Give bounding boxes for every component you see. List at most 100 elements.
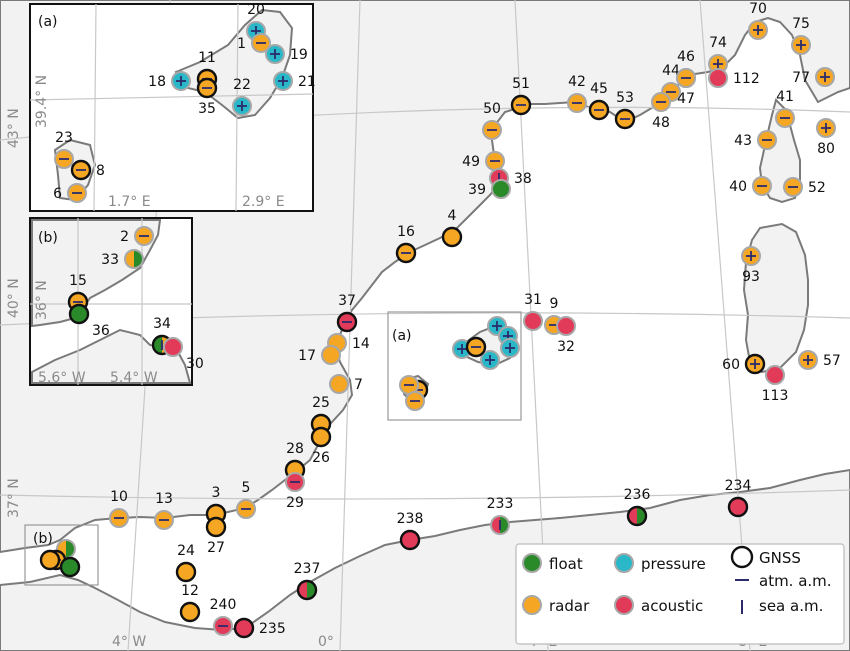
station-label: 39 bbox=[468, 182, 486, 198]
legend-radar: radar bbox=[522, 595, 590, 615]
station-marker bbox=[441, 226, 463, 248]
marker-circle bbox=[310, 426, 332, 448]
station-label: 45 bbox=[590, 81, 608, 97]
station-marker bbox=[614, 108, 636, 130]
station-label: 49 bbox=[462, 154, 480, 170]
marker-circle bbox=[59, 556, 81, 578]
station-marker bbox=[68, 303, 90, 325]
marker-circle bbox=[329, 374, 349, 394]
marker-circle bbox=[727, 496, 749, 518]
station-marker bbox=[741, 246, 761, 266]
station-label: 22 bbox=[233, 77, 251, 93]
inset-b-panel: (b) 36° N 5.6° W 5.4° W 233 15 36 34 30 bbox=[29, 217, 204, 386]
legend-float: float bbox=[522, 553, 583, 573]
station-label: 52 bbox=[808, 180, 826, 196]
station-label: 14 bbox=[352, 336, 370, 352]
lat-label-40: 40° N bbox=[6, 278, 22, 318]
inset-b-box-label: (b) bbox=[33, 531, 53, 547]
station-label: 43 bbox=[734, 133, 752, 149]
station-marker bbox=[171, 71, 191, 91]
marker-circle bbox=[39, 549, 61, 571]
legend-radar-swatch bbox=[522, 595, 542, 615]
station-marker bbox=[265, 44, 285, 64]
station-marker bbox=[783, 177, 803, 197]
station-label: 1 bbox=[237, 36, 246, 52]
station-marker bbox=[510, 94, 532, 116]
station-label: 57 bbox=[823, 353, 841, 369]
station-marker bbox=[775, 108, 795, 128]
marker-circle bbox=[441, 226, 463, 248]
station-marker bbox=[124, 249, 144, 269]
station-label: 46 bbox=[677, 49, 695, 65]
legend-gnss: GNSS bbox=[730, 545, 801, 569]
legend-float-swatch bbox=[522, 553, 542, 573]
legend-pressure-label: pressure bbox=[641, 555, 706, 573]
marker-circle bbox=[556, 316, 576, 336]
station-marker bbox=[59, 556, 81, 578]
station-marker bbox=[285, 472, 305, 492]
station-marker bbox=[744, 353, 766, 375]
station-label: 20 bbox=[247, 2, 265, 18]
inset-b-lat-label: 36° N bbox=[34, 280, 50, 320]
station-label: 23 bbox=[55, 130, 73, 146]
station-label: 3 bbox=[212, 485, 221, 501]
station-marker bbox=[296, 579, 318, 601]
station-marker bbox=[490, 515, 510, 535]
legend-pressure-swatch bbox=[614, 553, 634, 573]
station-marker bbox=[748, 20, 768, 40]
station-label: 19 bbox=[290, 47, 308, 63]
inset-b-iberia bbox=[31, 219, 162, 328]
station-marker bbox=[708, 68, 728, 88]
inset-a-box bbox=[387, 311, 522, 421]
station-marker bbox=[405, 391, 425, 411]
station-label: 17 bbox=[298, 348, 316, 364]
station-label: 77 bbox=[792, 70, 810, 86]
station-label: 11 bbox=[198, 50, 216, 66]
station-label: 75 bbox=[792, 16, 810, 32]
legend-float-label: float bbox=[549, 555, 583, 573]
station-label: 4 bbox=[448, 208, 457, 224]
station-label: 7 bbox=[354, 377, 363, 393]
station-label: 16 bbox=[397, 224, 415, 240]
station-marker bbox=[816, 118, 836, 138]
station-marker bbox=[399, 529, 421, 551]
station-marker bbox=[310, 426, 332, 448]
station-label: 2 bbox=[120, 229, 129, 245]
inset-a-box-label: (a) bbox=[392, 328, 412, 344]
station-label: 240 bbox=[210, 597, 237, 613]
legend-atm: atm. a.m. bbox=[735, 572, 832, 590]
station-marker bbox=[757, 130, 777, 150]
station-label: 38 bbox=[514, 171, 532, 187]
station-marker bbox=[163, 337, 183, 357]
station-label: 26 bbox=[312, 450, 330, 466]
legend-sea-label: sea a.m. bbox=[759, 597, 823, 615]
station-label: 70 bbox=[749, 1, 767, 17]
legend-atm-label: atm. a.m. bbox=[759, 572, 832, 590]
inset-b-lon2-label: 5.4° W bbox=[110, 370, 158, 386]
station-marker bbox=[626, 505, 648, 527]
inset-a-title: (a) bbox=[38, 14, 58, 30]
station-marker bbox=[523, 311, 543, 331]
station-marker bbox=[482, 120, 502, 140]
station-marker bbox=[798, 350, 818, 370]
marker-circle bbox=[321, 345, 341, 365]
station-marker bbox=[39, 549, 61, 571]
station-label: 74 bbox=[709, 35, 727, 51]
station-marker bbox=[233, 617, 255, 639]
marker-ring bbox=[296, 579, 318, 601]
marker-circle bbox=[708, 68, 728, 88]
inset-b-stations: 233 15 36 34 30 bbox=[67, 226, 204, 372]
station-marker bbox=[676, 68, 696, 88]
station-label: 80 bbox=[817, 141, 835, 157]
station-label: 33 bbox=[101, 252, 119, 268]
legend-gnss-label: GNSS bbox=[759, 549, 801, 567]
marker-circle bbox=[175, 561, 197, 583]
inset-a-lon1 bbox=[93, 3, 97, 212]
station-marker bbox=[213, 616, 233, 636]
marker-circle bbox=[491, 179, 511, 199]
station-label: 51 bbox=[512, 76, 530, 92]
station-label: 9 bbox=[550, 296, 559, 312]
station-marker bbox=[236, 499, 256, 519]
